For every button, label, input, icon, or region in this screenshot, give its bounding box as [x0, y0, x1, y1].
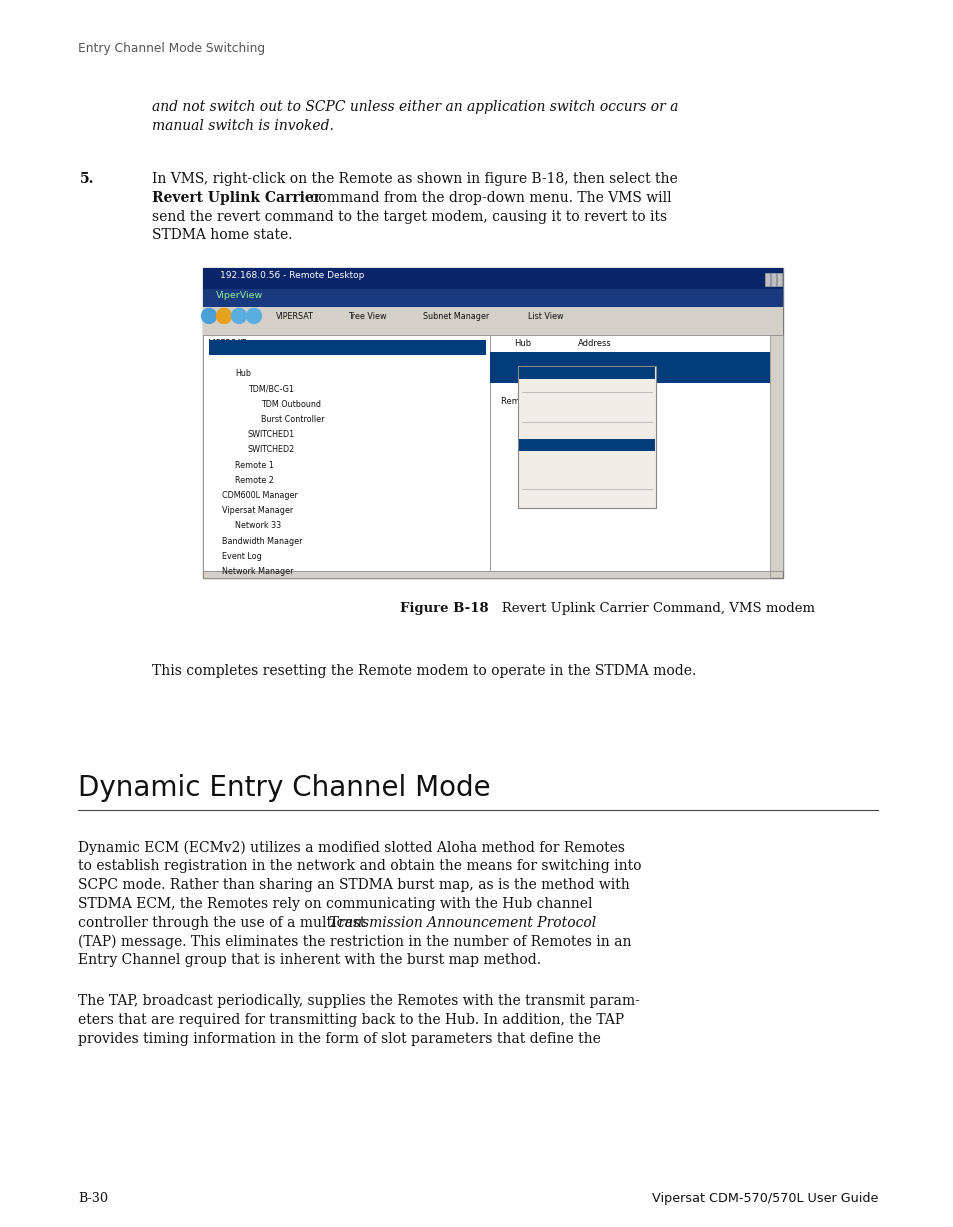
- Text: Vipersat Manager: Vipersat Manager: [222, 506, 293, 515]
- Text: TDM/BC-G1: TDM/BC-G1: [248, 384, 294, 394]
- Text: Entry Channel group that is inherent with the burst map method.: Entry Channel group that is inherent wit…: [78, 953, 540, 967]
- Text: Burst Controller: Burst Controller: [261, 415, 324, 423]
- Text: and not switch out to SCPC unless either an application switch occurs or a: and not switch out to SCPC unless either…: [152, 99, 678, 114]
- Text: Subnet Manager: Subnet Manager: [222, 355, 288, 363]
- Text: Network 33: Network 33: [234, 521, 281, 530]
- Bar: [763, 272, 769, 286]
- Text: B-30: B-30: [78, 1191, 108, 1205]
- Bar: [518, 367, 655, 379]
- Text: Figure B-18: Figure B-18: [400, 602, 489, 616]
- Text: SCPC mode. Rather than sharing an STDMA burst map, as is the method with: SCPC mode. Rather than sharing an STDMA …: [78, 879, 629, 892]
- Text: Revert Uplink Carrier: Revert Uplink Carrier: [152, 191, 320, 205]
- Bar: [770, 272, 776, 286]
- Text: Revert Uplink Carrier: Revert Uplink Carrier: [524, 440, 609, 449]
- Text: VIPERSAT: VIPERSAT: [209, 339, 247, 348]
- Text: send the revert command to the target modem, causing it to revert to its: send the revert command to the target mo…: [152, 210, 666, 223]
- Bar: [203, 269, 782, 578]
- Text: Entry Channel Mode Switching: Entry Channel Mode Switching: [78, 42, 265, 55]
- Text: 192.168.0.0/24: 192.168.0.0/24: [578, 353, 636, 362]
- Text: STDMA home state.: STDMA home state.: [152, 228, 293, 243]
- Text: SWITCHED1: SWITCHED1: [248, 431, 294, 439]
- Text: Status: Status: [591, 367, 616, 375]
- Bar: [518, 439, 655, 452]
- Text: List View: List View: [527, 313, 563, 321]
- Text: 5.: 5.: [80, 172, 94, 187]
- Text: provides timing information in the form of slot parameters that define the: provides timing information in the form …: [78, 1032, 600, 1045]
- Text: Remote 2: Remote 2: [234, 476, 274, 485]
- Text: CDM600L Manager: CDM600L Manager: [222, 491, 297, 499]
- Text: ✓ InBand Management: ✓ InBand Management: [524, 410, 618, 418]
- Text: This completes resetting the Remote modem to operate in the STDMA mode.: This completes resetting the Remote mode…: [152, 664, 696, 679]
- Text: Properties: Properties: [524, 494, 565, 503]
- Text: Force Registration: Force Registration: [524, 476, 598, 486]
- Text: Bandwidth Manager: Bandwidth Manager: [222, 536, 302, 546]
- Text: Address: Address: [514, 367, 546, 375]
- Text: Network Manager: Network Manager: [222, 567, 294, 575]
- Bar: [203, 288, 782, 308]
- Bar: [490, 352, 769, 367]
- Text: eters that are required for transmitting back to the Hub. In addition, the TAP: eters that are required for transmitting…: [78, 1012, 623, 1027]
- Bar: [490, 335, 782, 572]
- Bar: [209, 340, 486, 355]
- Text: Declare Subnet: Declare Subnet: [524, 398, 586, 407]
- Text: Remote 1: Remote 1: [234, 460, 274, 470]
- Text: Dynamic Entry Channel Mode: Dynamic Entry Channel Mode: [78, 774, 490, 802]
- Text: Remote 2: Remote 2: [500, 398, 541, 406]
- Text: command from the drop-down menu. The VMS will: command from the drop-down menu. The VMS…: [306, 191, 672, 205]
- Bar: [517, 366, 656, 508]
- Text: SWITCHED2: SWITCHED2: [248, 445, 294, 454]
- Text: (TAP) message. This eliminates the restriction in the number of Remotes in an: (TAP) message. This eliminates the restr…: [78, 935, 631, 948]
- Circle shape: [201, 308, 216, 324]
- Text: controller through the use of a multicast: controller through the use of a multicas…: [78, 915, 370, 930]
- Text: 192.168.0.56 - Remote Desktop: 192.168.0.56 - Remote Desktop: [220, 271, 364, 280]
- Text: Open: Open: [524, 380, 546, 389]
- Text: In VMS, right-click on the Remote as shown in figure B-18, then select the: In VMS, right-click on the Remote as sho…: [152, 172, 677, 187]
- Bar: [203, 269, 782, 288]
- Text: Dynamic ECM (ECMv2) utilizes a modified slotted Aloha method for Remotes: Dynamic ECM (ECMv2) utilizes a modified …: [78, 840, 624, 855]
- Text: Vipersat CDM-570/570L User Guide: Vipersat CDM-570/570L User Guide: [651, 1191, 877, 1205]
- Text: STDMA ECM, the Remotes rely on communicating with the Hub channel: STDMA ECM, the Remotes rely on communica…: [78, 897, 592, 910]
- Text: The TAP, broadcast periodically, supplies the Remotes with the transmit param-: The TAP, broadcast periodically, supplie…: [78, 994, 639, 1009]
- Text: TDM Outbound: TDM Outbound: [261, 400, 320, 409]
- Text: Event Log: Event Log: [222, 552, 261, 561]
- Bar: [769, 335, 782, 572]
- Text: VIPERSAT: VIPERSAT: [275, 313, 314, 321]
- Circle shape: [232, 308, 246, 324]
- Text: Subnet Manager: Subnet Manager: [422, 313, 489, 321]
- Circle shape: [216, 308, 232, 324]
- Text: to establish registration in the network and obtain the means for switching into: to establish registration in the network…: [78, 859, 640, 874]
- Bar: [490, 367, 769, 383]
- Bar: [776, 272, 781, 286]
- Text: Resize Uplink Carrier: Resize Uplink Carrier: [524, 428, 608, 437]
- Text: Transmission Announcement Protocol: Transmission Announcement Protocol: [329, 915, 596, 930]
- Text: Address: Address: [524, 368, 557, 377]
- Bar: [203, 572, 769, 578]
- Bar: [203, 308, 782, 335]
- Text: Remote 1: Remote 1: [500, 382, 541, 391]
- Text: Revert Uplink Carrier Command, VMS modem: Revert Uplink Carrier Command, VMS modem: [489, 602, 814, 616]
- Text: Address: Address: [578, 339, 611, 348]
- Text: manual switch is invoked.: manual switch is invoked.: [152, 119, 334, 133]
- Text: Hub: Hub: [234, 369, 251, 378]
- Text: ViperView: ViperView: [215, 291, 263, 301]
- Text: Reset Uplink Carrier: Reset Uplink Carrier: [524, 452, 605, 461]
- Circle shape: [246, 308, 261, 324]
- Bar: [203, 335, 490, 572]
- Text: Hub: Hub: [514, 339, 531, 348]
- Text: Tree View: Tree View: [348, 313, 386, 321]
- Text: Soft Reset: Soft Reset: [524, 464, 565, 474]
